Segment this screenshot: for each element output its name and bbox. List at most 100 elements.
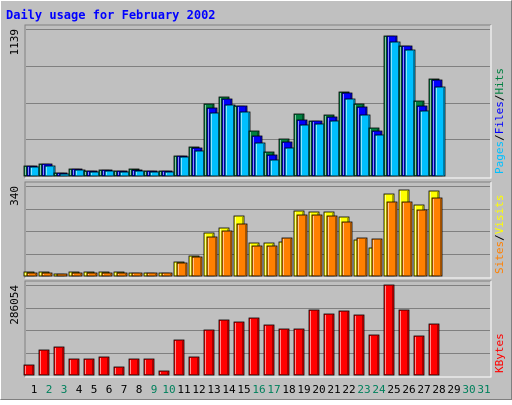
bar-kbytes	[428, 323, 440, 376]
panel-frame-dark	[24, 24, 491, 178]
bar-sites	[416, 209, 428, 277]
bar-kbytes	[158, 370, 170, 376]
bar-kbytes	[338, 310, 350, 376]
panel-frame-dark	[24, 181, 491, 278]
bar-sites	[386, 201, 398, 277]
bar-kbytes	[398, 309, 410, 376]
legend-separator: /	[493, 134, 506, 141]
day-label: 6	[106, 383, 113, 396]
bar-sites	[161, 272, 173, 277]
day-label: 18	[282, 383, 295, 396]
day-label: 1	[31, 383, 38, 396]
panel-2: 340 Sites/Visits	[8, 181, 506, 279]
bar-kbytes	[413, 335, 425, 376]
legend-visits: Visits	[493, 195, 506, 235]
bar-kbytes	[203, 329, 215, 376]
legend-separator: /	[493, 95, 506, 102]
bar-sites	[266, 245, 278, 277]
day-label: 5	[91, 383, 98, 396]
series-legend: Pages/Files/Hits	[493, 68, 506, 174]
bar-sites	[71, 272, 83, 277]
panel-3: 286054 KBytes	[8, 280, 506, 378]
legend-hits: Hits	[493, 68, 506, 95]
bar-kbytes	[188, 356, 200, 376]
chart-panels: 1139Pages/Files/Hits340Sites/Visits28605…	[8, 24, 506, 378]
y-max-label: 1139	[8, 29, 21, 56]
day-label: 11	[177, 383, 190, 396]
day-label: 29	[447, 383, 460, 396]
bar-sites	[356, 237, 368, 277]
bar-sites	[431, 197, 443, 277]
panel-frame-light	[25, 25, 492, 179]
series-legend: KBytes	[493, 333, 506, 373]
day-label: 16	[252, 383, 265, 396]
day-label: 20	[312, 383, 325, 396]
day-label: 12	[192, 383, 205, 396]
legend-sites: Sites	[493, 241, 506, 274]
bar-kbytes	[248, 317, 260, 376]
day-axis: 1 2 3 4 5 6 7 8 9 10 11 12 13 14 15 16 17 18 19 20 21 22 23 24 2…	[31, 383, 491, 396]
bar-pages	[59, 173, 71, 177]
series-legend: Sites/Visits	[493, 195, 506, 275]
day-label: 22	[342, 383, 355, 396]
legend-kbytes: KBytes	[493, 333, 506, 373]
bar-sites	[26, 272, 38, 277]
bar-sites	[341, 221, 353, 277]
bar-sites	[221, 230, 233, 277]
bar-kbytes	[218, 319, 230, 376]
bar-kbytes	[263, 324, 275, 376]
day-label: 3	[61, 383, 68, 396]
bar-kbytes	[113, 366, 125, 376]
panel-frame-dark	[24, 280, 491, 377]
bar-kbytes	[233, 321, 245, 376]
day-label: 8	[136, 383, 143, 396]
day-label: 27	[417, 383, 430, 396]
bar-kbytes	[68, 358, 80, 376]
day-label: 4	[76, 383, 83, 396]
bar-kbytes	[383, 284, 395, 376]
day-label: 10	[162, 383, 175, 396]
bar-sites	[311, 214, 323, 277]
day-label: 17	[267, 383, 280, 396]
day-label: 14	[222, 383, 236, 396]
bar-kbytes	[293, 328, 305, 376]
bar-kbytes	[53, 346, 65, 376]
legend-pages: Pages	[493, 141, 506, 174]
bar-kbytes	[38, 349, 50, 376]
chart-title: Daily usage for February 2002	[6, 8, 216, 22]
day-label: 23	[357, 383, 370, 396]
bar-sites	[296, 214, 308, 277]
y-max-label: 286054	[8, 285, 21, 325]
bar-sites	[401, 201, 413, 277]
bar-sites	[281, 237, 293, 277]
day-label: 26	[402, 383, 415, 396]
bar-sites	[191, 256, 203, 277]
day-label: 21	[327, 383, 340, 396]
bar-sites	[56, 273, 68, 277]
y-max-label: 340	[8, 186, 21, 206]
bar-pages	[44, 165, 56, 177]
bar-sites	[131, 272, 143, 277]
bar-kbytes	[308, 309, 320, 376]
day-label: 7	[121, 383, 128, 396]
day-label: 28	[432, 383, 445, 396]
bar-kbytes	[173, 339, 185, 376]
bar-sites	[116, 272, 128, 277]
bar-sites	[326, 215, 338, 277]
bar-kbytes	[98, 356, 110, 376]
bar-kbytes	[143, 358, 155, 376]
bar-sites	[146, 272, 158, 277]
legend-separator: /	[493, 234, 506, 241]
bar-sites	[371, 238, 383, 277]
panel-frame-light	[25, 182, 492, 279]
bar-sites	[86, 272, 98, 277]
legend-files: Files	[493, 101, 506, 134]
bar-kbytes	[128, 358, 140, 376]
bar-sites	[101, 272, 113, 277]
day-label: 13	[207, 383, 220, 396]
bar-sites	[41, 272, 53, 277]
bar-kbytes	[278, 328, 290, 376]
bar-kbytes	[83, 358, 95, 376]
